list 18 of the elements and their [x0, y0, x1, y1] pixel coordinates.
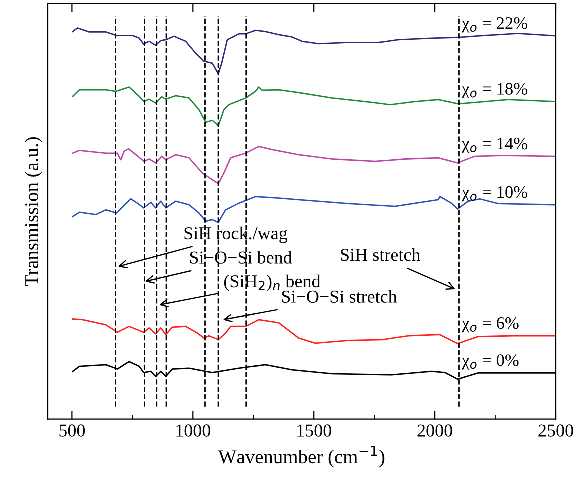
series-label: χ$_{o}$ = 10% [462, 186, 528, 202]
series-label: χ$_{o}$ = 22% [462, 17, 528, 33]
annotation: Si−O−Si stretch [282, 290, 398, 303]
x-tick-label: 500 [60, 424, 86, 437]
x-tick-label: 2500 [538, 424, 574, 437]
annotation: SiH stretch [341, 248, 421, 262]
annotation: Si−O−Si bend [190, 251, 292, 264]
y-axis-title: Transmission (a.u.) [24, 138, 42, 286]
series-label: χ$_{o}$ = 0% [462, 354, 519, 370]
series-label: χ$_{o}$ = 18% [462, 83, 528, 98]
annotation: (SiH$_{2}$)$_{n}$ bend [224, 274, 321, 292]
x-tick-label: 1000 [176, 424, 211, 437]
annotation: SiH rock./wag [184, 226, 288, 244]
series-label: χ$_{o}$ = 6% [462, 317, 519, 333]
x-tick-label: 1500 [298, 424, 332, 437]
x-tick-label: 2000 [418, 424, 452, 437]
series-label: χ$_{o}$ = 14% [462, 138, 528, 154]
x-axis-title: Wavenumber (cm$^{−1}$) [218, 446, 385, 468]
